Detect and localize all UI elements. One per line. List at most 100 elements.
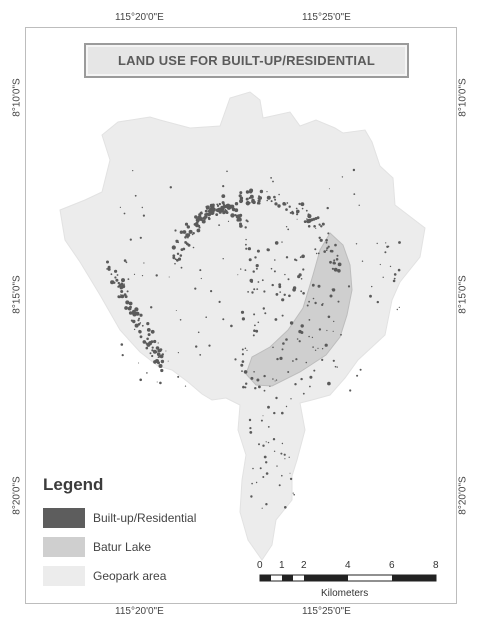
longitude-label-top-2: 115°25'0"E	[302, 12, 351, 23]
built-up-patch	[303, 220, 307, 224]
built-up-patch	[236, 218, 240, 222]
built-up-patch	[215, 213, 219, 217]
built-up-patch	[305, 209, 308, 212]
built-up-patch	[281, 411, 284, 415]
built-up-patch	[262, 307, 265, 310]
built-up-patch	[177, 241, 179, 244]
built-up-patch	[330, 249, 334, 253]
built-up-patch	[283, 293, 286, 296]
built-up-patch	[218, 224, 221, 227]
built-up-patch	[294, 258, 297, 261]
built-up-patch	[289, 211, 292, 214]
legend-item-geopark: Geopark area	[43, 566, 166, 586]
built-up-patch	[195, 345, 198, 348]
built-up-patch	[121, 354, 124, 357]
built-up-patch	[174, 229, 177, 232]
built-up-patch	[222, 318, 225, 321]
built-up-patch	[267, 405, 270, 409]
built-up-patch	[353, 193, 356, 196]
built-up-patch	[263, 455, 267, 459]
legend-label-built-up: Built-up/Residential	[93, 511, 197, 525]
built-up-patch	[309, 375, 313, 379]
built-up-patch	[251, 482, 253, 485]
built-up-patch	[300, 324, 304, 328]
built-up-patch	[317, 252, 320, 255]
built-up-patch	[308, 300, 310, 303]
built-up-patch	[245, 247, 248, 250]
built-up-patch	[247, 291, 250, 293]
built-up-patch	[120, 282, 124, 286]
built-up-patch	[205, 213, 208, 216]
built-up-patch	[285, 338, 288, 341]
built-up-patch	[110, 273, 113, 276]
scale-tick-0: 0	[257, 560, 263, 571]
built-up-patch	[249, 194, 254, 199]
built-up-patch	[250, 280, 253, 283]
built-up-patch	[230, 324, 233, 328]
built-up-patch	[253, 313, 256, 316]
built-up-patch	[338, 263, 340, 265]
built-up-patch	[159, 354, 164, 359]
built-up-patch	[123, 259, 127, 262]
built-up-patch	[169, 186, 172, 189]
built-up-patch	[319, 238, 323, 242]
longitude-label-bottom-1: 115°20'0"E	[115, 606, 164, 617]
built-up-patch	[150, 306, 153, 309]
built-up-patch	[266, 248, 270, 252]
built-up-patch	[171, 245, 176, 250]
legend-title: Legend	[43, 475, 104, 494]
built-up-patch	[251, 198, 255, 203]
built-up-patch	[240, 310, 245, 314]
built-up-patch	[336, 254, 339, 257]
built-up-patch	[314, 301, 317, 305]
built-up-patch	[291, 210, 294, 213]
built-up-patch	[386, 245, 389, 248]
built-up-patch	[284, 203, 287, 206]
built-up-patch	[184, 236, 187, 239]
built-up-patch	[117, 281, 121, 285]
built-up-patch	[132, 312, 137, 317]
built-up-patch	[155, 351, 158, 353]
built-up-patch	[292, 288, 296, 292]
scale-unit-label: Kilometers	[321, 588, 369, 599]
built-up-patch	[253, 288, 256, 291]
built-up-patch	[276, 465, 278, 467]
built-up-patch	[252, 334, 255, 337]
built-up-patch	[192, 246, 195, 249]
built-up-patch	[130, 319, 133, 322]
built-up-patch	[335, 258, 339, 261]
built-up-patch	[156, 381, 158, 383]
built-up-patch	[158, 364, 163, 368]
built-up-patch	[321, 303, 324, 306]
built-up-patch	[128, 311, 133, 315]
built-up-patch	[254, 256, 257, 259]
built-up-patch	[198, 213, 202, 217]
built-up-patch	[151, 354, 154, 358]
built-up-patch	[312, 346, 314, 348]
map-title: LAND USE FOR BUILT-UP/RESIDENTIAL	[84, 43, 409, 78]
built-up-patch	[278, 193, 280, 196]
built-up-patch	[242, 385, 245, 389]
built-up-patch	[127, 306, 132, 311]
built-up-patch	[152, 349, 157, 354]
built-up-patch	[310, 218, 314, 222]
built-up-patch	[275, 379, 278, 381]
built-up-patch	[245, 382, 248, 385]
built-up-patch	[287, 278, 290, 281]
built-up-patch	[356, 374, 359, 377]
built-up-patch	[172, 256, 176, 260]
built-up-patch	[250, 495, 253, 498]
built-up-patch	[288, 456, 290, 458]
built-up-patch	[150, 340, 154, 344]
built-up-patch	[228, 204, 233, 209]
built-up-patch	[256, 249, 260, 253]
built-up-patch	[222, 185, 225, 188]
built-up-patch	[393, 273, 397, 276]
built-up-patch	[279, 356, 283, 360]
built-up-patch	[290, 398, 292, 400]
built-up-patch	[205, 316, 207, 319]
built-up-patch	[222, 258, 224, 260]
built-up-patch	[306, 218, 308, 220]
built-up-patch	[246, 349, 248, 351]
